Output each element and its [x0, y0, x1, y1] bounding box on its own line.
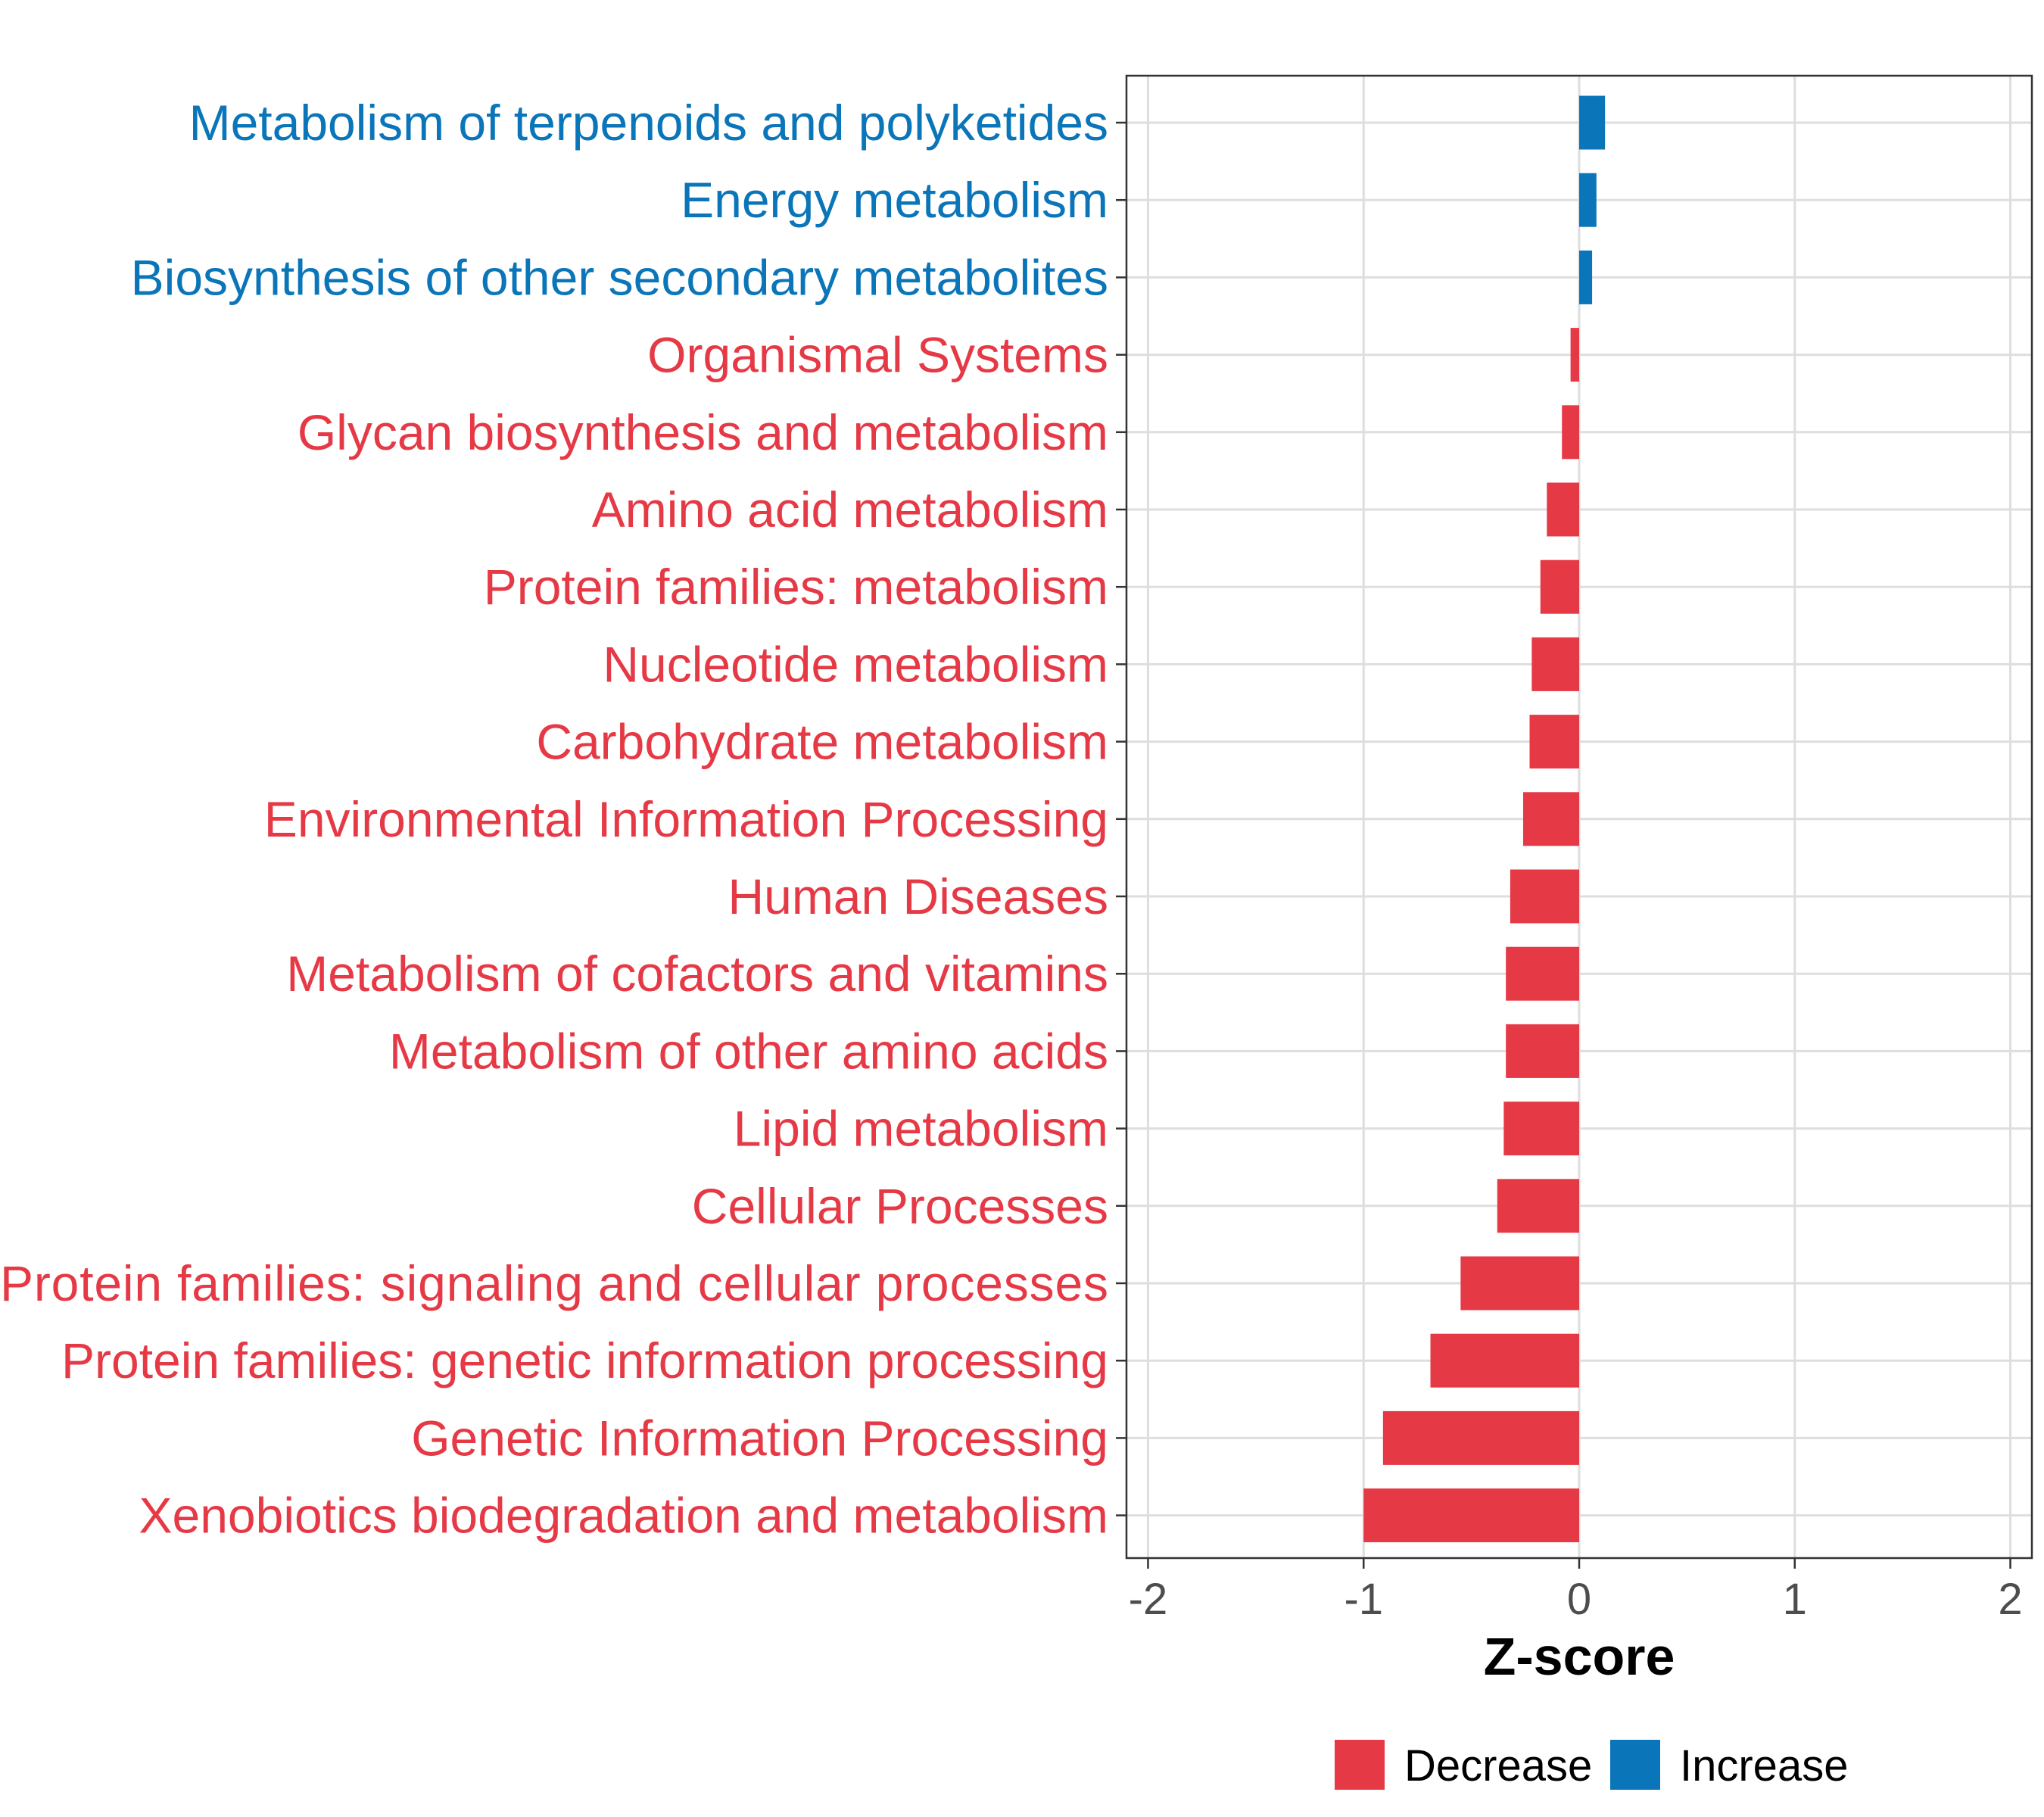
category-label-8: Nucleotide metabolism [603, 636, 1108, 692]
bar-1 [1579, 95, 1606, 150]
category-label-5: Glycan biosynthesis and metabolism [298, 404, 1108, 460]
legend-label-increase: Increase [1680, 1741, 1848, 1791]
category-label-18: Genetic Information Processing [411, 1410, 1108, 1466]
bars [1363, 95, 1606, 1543]
category-label-15: Cellular Processes [692, 1178, 1108, 1234]
bar-2 [1579, 173, 1597, 227]
legend: Decrease Increase [1335, 1740, 1848, 1791]
category-label-19: Xenobiotics biodegradation and metabolis… [139, 1488, 1109, 1544]
x-axis-title: Z-score [1484, 1627, 1675, 1686]
bar-19 [1363, 1488, 1579, 1543]
bar-11 [1510, 869, 1579, 924]
x-axis: -2 -1 0 1 2 [1129, 1558, 2023, 1624]
bar-16 [1460, 1256, 1579, 1311]
category-label-12: Metabolism of cofactors and vitamins [286, 946, 1108, 1002]
x-tick-label-1: -1 [1344, 1575, 1383, 1624]
category-label-13: Metabolism of other amino acids [389, 1023, 1108, 1079]
bar-18 [1382, 1410, 1579, 1465]
bar-15 [1497, 1179, 1579, 1233]
category-label-11: Human Diseases [728, 868, 1108, 924]
category-labels: Metabolism of terpenoids and polyketides… [0, 95, 1126, 1544]
legend-label-decrease: Decrease [1404, 1741, 1592, 1791]
category-label-6: Amino acid metabolism [592, 482, 1108, 538]
bar-9 [1529, 715, 1579, 769]
x-tick-label-3: 1 [1783, 1575, 1807, 1624]
category-label-17: Protein families: genetic information pr… [61, 1332, 1108, 1388]
bar-4 [1570, 328, 1579, 382]
category-label-7: Protein families: metabolism [484, 559, 1108, 615]
legend-key-decrease [1335, 1740, 1385, 1790]
category-label-10: Environmental Information Processing [264, 791, 1108, 847]
category-label-14: Lipid metabolism [734, 1101, 1108, 1157]
category-label-3: Biosynthesis of other secondary metaboli… [131, 249, 1108, 305]
x-tick-label-2: 0 [1567, 1575, 1591, 1624]
category-label-16: Protein families: signaling and cellular… [0, 1255, 1108, 1311]
category-label-9: Carbohydrate metabolism [536, 714, 1108, 770]
bar-8 [1531, 637, 1579, 691]
bar-10 [1522, 792, 1579, 846]
bar-3 [1579, 250, 1593, 304]
bar-12 [1506, 946, 1579, 1001]
x-tick-label-4: 2 [1998, 1575, 2022, 1624]
bar-6 [1547, 482, 1579, 537]
bar-5 [1562, 405, 1579, 460]
category-label-1: Metabolism of terpenoids and polyketides [189, 95, 1108, 151]
bar-13 [1506, 1024, 1579, 1078]
x-tick-label-0: -2 [1129, 1575, 1168, 1624]
bar-17 [1430, 1333, 1579, 1388]
bar-14 [1503, 1102, 1579, 1156]
legend-key-increase [1610, 1740, 1660, 1790]
category-label-2: Energy metabolism [681, 172, 1108, 228]
category-label-4: Organismal Systems [647, 327, 1108, 383]
bar-7 [1540, 559, 1579, 614]
